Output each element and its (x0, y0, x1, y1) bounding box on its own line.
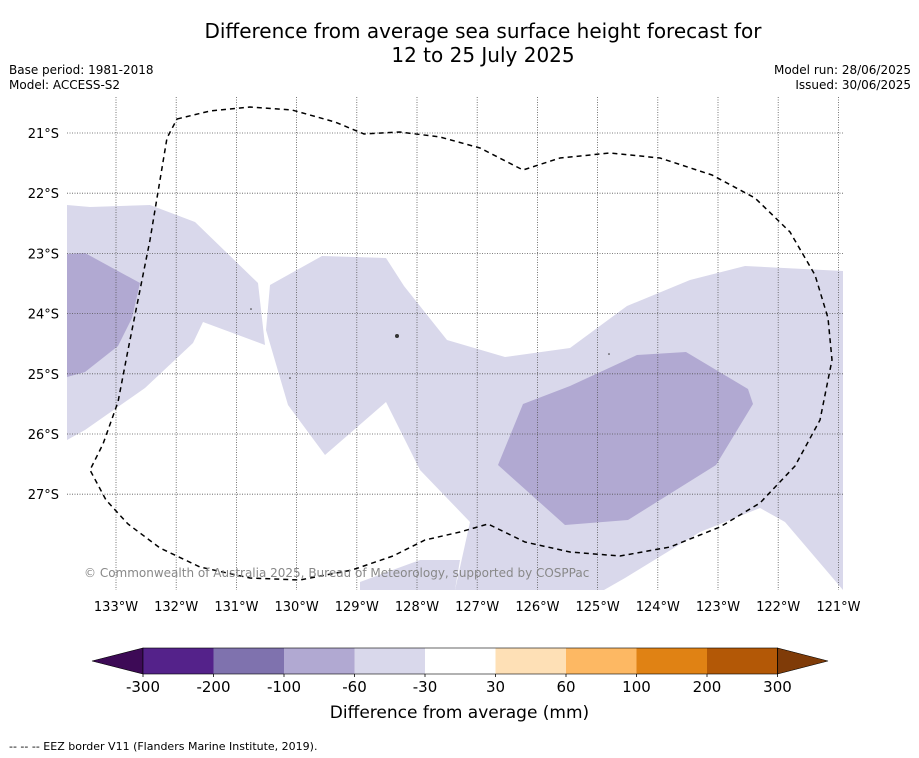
colorbar-tick-label: -300 (126, 678, 160, 696)
longitude-label: 133°W (94, 600, 138, 615)
colorbar-tick-label: 100 (622, 678, 651, 696)
meta-right: Model run: 28/06/2025 Issued: 30/06/2025 (774, 63, 911, 93)
longitude-label: 129°W (335, 600, 379, 615)
island-marker (250, 308, 252, 310)
latitude-label: 21°S (28, 127, 59, 142)
colorbar-tick-label: -200 (196, 678, 230, 696)
colorbar-segment (143, 648, 214, 674)
colorbar-extend-high (777, 647, 829, 675)
latitude-label: 23°S (28, 247, 59, 262)
longitude-label: 123°W (696, 600, 740, 615)
anomaly-medium-regions (67, 253, 753, 525)
anomaly-region-west-core (67, 253, 140, 377)
island-markers (250, 308, 610, 379)
colorbar-tick-label: 30 (486, 678, 505, 696)
colorbar-tick-labels: -300 -200 -100 -60 -30 30 60 100 200 300 (126, 678, 792, 696)
colorbar-extend-low (91, 647, 144, 675)
longitude-label: 130°W (275, 600, 319, 615)
title-line-2: 12 to 25 July 2025 (391, 43, 575, 67)
island-marker (289, 377, 291, 379)
longitude-label: 124°W (636, 600, 680, 615)
colorbar-tick-label: 200 (693, 678, 722, 696)
longitude-label: 131°W (214, 600, 258, 615)
longitude-label: 122°W (756, 600, 800, 615)
gridlines (67, 97, 843, 590)
latitude-label: 24°S (28, 308, 59, 323)
longitude-label: 132°W (154, 600, 198, 615)
longitude-label: 128°W (395, 600, 439, 615)
map-title: Difference from average sea surface heig… (0, 19, 919, 67)
model-run-text: Model run: 28/06/2025 (773, 63, 911, 77)
model-text: Model: ACCESS-S2 (9, 78, 121, 92)
colorbar-segment (707, 648, 778, 674)
longitude-label: 127°W (455, 600, 499, 615)
latitude-label: 27°S (28, 488, 59, 503)
longitude-label: 126°W (515, 600, 559, 615)
colorbar-outline (142, 647, 778, 675)
longitude-labels: 133°W 132°W 131°W 130°W 129°W 128°W 127°W 126°W… (94, 600, 861, 615)
colorbar-segment (354, 648, 425, 674)
title-line-1: Difference from average sea surface heig… (204, 19, 762, 43)
latitude-label: 25°S (28, 368, 59, 383)
colorbar-segment (495, 648, 566, 674)
anomaly-region-east-core (498, 352, 753, 525)
anomaly-region-south (360, 560, 460, 590)
colorbar-tick-label: 60 (556, 678, 575, 696)
issued-text: Issued: 30/06/2025 (795, 78, 911, 92)
anomaly-region-west (67, 205, 265, 440)
base-period-text: Base period: 1981-2018 (9, 63, 154, 77)
colorbar-segment (284, 648, 355, 674)
colorbar-segment (566, 648, 637, 674)
colorbar-tick-label: -30 (413, 678, 438, 696)
colorbar (91, 647, 829, 677)
island-marker (395, 334, 399, 338)
colorbar-segment (636, 648, 707, 674)
latitude-labels: 21°S 22°S 23°S 24°S 25°S 26°S 27°S (28, 127, 59, 503)
longitude-label: 121°W (816, 600, 860, 615)
latitude-label: 26°S (28, 428, 59, 443)
island-marker (608, 353, 610, 355)
meta-left: Base period: 1981-2018 Model: ACCESS-S2 (9, 63, 154, 93)
colorbar-segment (213, 648, 284, 674)
colorbar-title: Difference from average (mm) (329, 703, 590, 723)
longitude-label: 125°W (576, 600, 620, 615)
colorbar-tick-label: -100 (267, 678, 301, 696)
copyright-text: © Commonwealth of Australia 2025, Bureau… (84, 566, 589, 580)
colorbar-segment (425, 648, 496, 674)
eez-footnote: -- -- -- EEZ border V11 (Flanders Marine… (9, 740, 318, 753)
colorbar-tick-label: 300 (763, 678, 792, 696)
latitude-label: 22°S (28, 187, 59, 202)
colorbar-tick-label: -60 (342, 678, 367, 696)
